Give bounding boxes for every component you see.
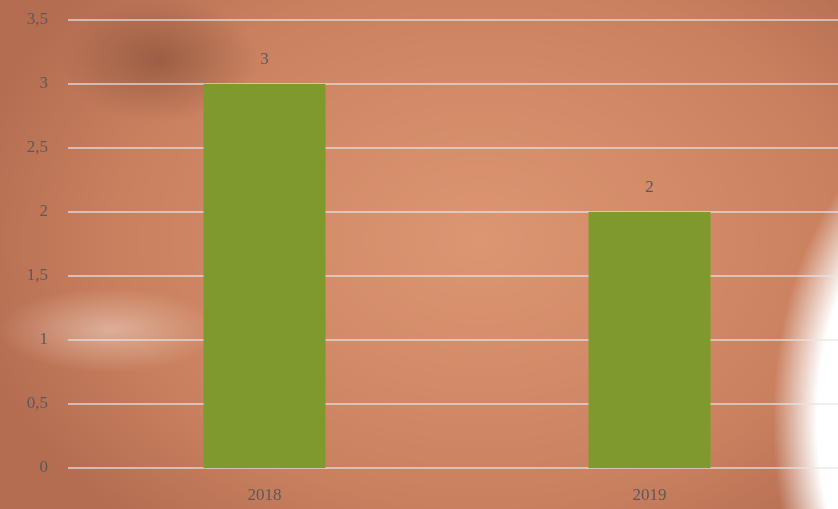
chart: 0 0,5 1 1,5 2 2,5 3 3,5 2018 3 2019 2 (0, 0, 838, 509)
page: 00,511,522,533,52018320192 {"chart_data"… (0, 0, 838, 509)
y-tick-label: 0,5 (27, 393, 48, 412)
y-tick-label: 3 (40, 73, 49, 92)
bar (204, 84, 326, 468)
y-tick-label: 2,5 (27, 137, 48, 156)
bar (589, 212, 711, 468)
data-label: 3 (260, 49, 269, 68)
y-tick-label: 2 (40, 201, 49, 220)
y-tick-label: 1,5 (27, 265, 48, 284)
y-tick-label: 1 (40, 329, 49, 348)
y-tick-label: 3,5 (27, 9, 48, 28)
y-tick-label: 0 (40, 457, 49, 476)
x-tick-label: 2018 (248, 485, 282, 504)
x-tick-label: 2019 (633, 485, 667, 504)
data-label: 2 (645, 177, 654, 196)
